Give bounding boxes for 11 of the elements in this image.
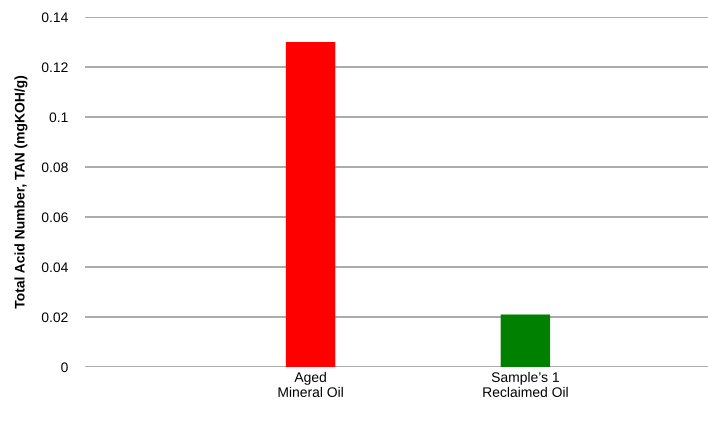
y-tick-label: 0.14 bbox=[42, 12, 68, 22]
y-tick-label: 0.02 bbox=[42, 312, 68, 322]
y-tick-label: 0.06 bbox=[42, 212, 68, 222]
y-tick-label: 0.08 bbox=[42, 162, 68, 172]
y-axis-title: Total Acid Number, TAN (mgKOH/g) bbox=[14, 76, 28, 309]
y-tick-label: 0.12 bbox=[42, 62, 68, 72]
y-tick-label: 0 bbox=[61, 362, 68, 372]
x-tick-label: Aged Mineral Oil bbox=[278, 372, 343, 398]
y-tick-label: 0.1 bbox=[50, 112, 68, 122]
x-tick-label: Sample’s 1 Reclaimed Oil bbox=[483, 372, 568, 398]
y-tick-label: 0.04 bbox=[42, 262, 68, 272]
